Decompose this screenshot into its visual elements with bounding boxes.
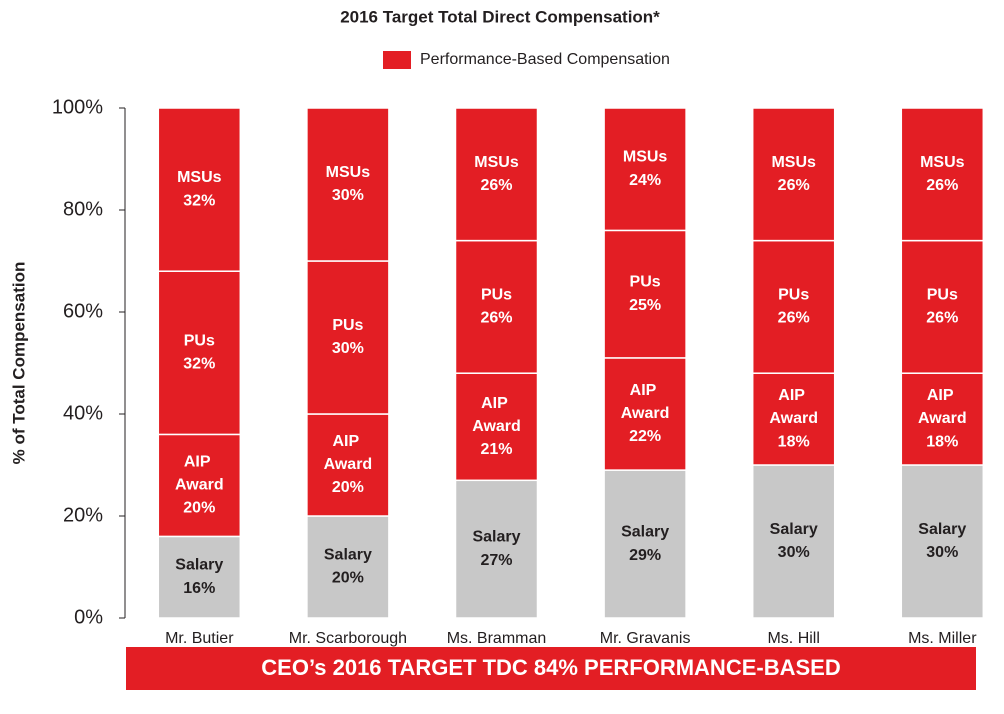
segment-name: AIP Award — [918, 387, 967, 427]
bar-segment — [454, 107, 539, 242]
x-tick-label: Ms. Miller — [908, 630, 977, 647]
data-label: 26% — [926, 177, 958, 194]
data-label: 25% — [629, 297, 661, 314]
data-label: 30% — [778, 544, 810, 561]
data-label: 21% — [480, 441, 512, 458]
data-label: 30% — [332, 340, 364, 357]
segment-name: MSUs — [623, 149, 668, 166]
segment-name: MSUs — [474, 154, 519, 171]
bar-segment — [751, 239, 836, 374]
segment-name: MSUs — [177, 169, 222, 186]
segment-name: AIP Award — [769, 387, 818, 427]
segment-name: MSUs — [326, 164, 371, 181]
bar-segment — [157, 535, 242, 619]
y-tick-label: 100% — [52, 96, 103, 118]
data-label: 32% — [183, 192, 215, 209]
segment-name: Salary — [175, 557, 223, 574]
segment-name: AIP Award — [324, 433, 373, 473]
data-label: 26% — [778, 310, 810, 327]
bar-segment — [157, 270, 242, 436]
segment-name: PUs — [481, 287, 512, 304]
segment-name: PUs — [630, 274, 661, 291]
data-label: 20% — [332, 479, 364, 496]
segment-name: AIP Award — [175, 454, 224, 494]
segment-name: Salary — [621, 524, 669, 541]
data-label: 22% — [629, 428, 661, 445]
y-tick-label: 0% — [74, 606, 103, 628]
y-axis-label: % of Total Compensation — [9, 262, 28, 465]
y-tick-label: 40% — [63, 402, 103, 424]
bar-segment — [751, 107, 836, 242]
segment-name: PUs — [927, 287, 958, 304]
bar-segment — [751, 464, 836, 619]
data-label: 20% — [183, 500, 215, 517]
chart-title: 2016 Target Total Direct Compensation* — [340, 7, 660, 26]
bar-segment — [454, 372, 539, 482]
segment-name: Salary — [770, 521, 818, 538]
bar-segment — [603, 229, 687, 359]
data-label: 30% — [332, 187, 364, 204]
x-tick-label: Mr. Scarborough — [289, 630, 407, 647]
bar-segment — [603, 107, 687, 232]
data-label: 26% — [480, 177, 512, 194]
bar-segment — [900, 464, 985, 619]
bar-segment — [306, 107, 390, 262]
bar-segment — [603, 357, 687, 471]
segment-name: MSUs — [771, 154, 816, 171]
segment-name: Salary — [324, 547, 372, 564]
bar-segment — [306, 260, 390, 415]
data-label: 18% — [778, 433, 810, 450]
segment-name: Salary — [472, 529, 520, 546]
bar-segment — [900, 239, 985, 374]
y-tick-label: 60% — [63, 300, 103, 322]
data-label: 26% — [778, 177, 810, 194]
data-label: 26% — [926, 310, 958, 327]
segment-name: MSUs — [920, 154, 965, 171]
x-tick-label: Ms. Bramman — [447, 630, 547, 647]
data-label: 20% — [332, 570, 364, 587]
x-tick-label: Mr. Gravanis — [600, 630, 691, 647]
y-tick-label: 20% — [63, 504, 103, 526]
data-label: 29% — [629, 547, 661, 564]
data-label: 18% — [926, 433, 958, 450]
bar-segment — [306, 515, 390, 619]
bar-segment — [603, 469, 687, 619]
x-tick-label: Mr. Butier — [165, 630, 234, 647]
bar-segment — [751, 372, 836, 466]
segment-name: AIP Award — [472, 395, 521, 435]
data-label: 16% — [183, 580, 215, 597]
bar-segment — [157, 107, 242, 272]
legend-swatch — [383, 51, 411, 69]
segment-name: PUs — [332, 317, 363, 334]
segment-name: Salary — [918, 521, 966, 538]
segment-name: PUs — [184, 333, 215, 350]
data-label: 32% — [183, 356, 215, 373]
data-label: 27% — [480, 552, 512, 569]
data-label: 26% — [480, 310, 512, 327]
banner — [126, 647, 976, 690]
banner-text: CEO’s 2016 TARGET TDC 84% PERFORMANCE-BA… — [261, 655, 840, 680]
segment-name: PUs — [778, 287, 809, 304]
bar-segment — [454, 479, 539, 619]
bar-segment — [900, 107, 985, 242]
data-label: 30% — [926, 544, 958, 561]
data-label: 24% — [629, 172, 661, 189]
legend-label: Performance-Based Compensation — [420, 51, 670, 68]
y-tick-label: 80% — [63, 198, 103, 220]
bar-segment — [454, 239, 539, 374]
segment-name: AIP Award — [621, 382, 670, 422]
x-tick-label: Ms. Hill — [767, 630, 819, 647]
